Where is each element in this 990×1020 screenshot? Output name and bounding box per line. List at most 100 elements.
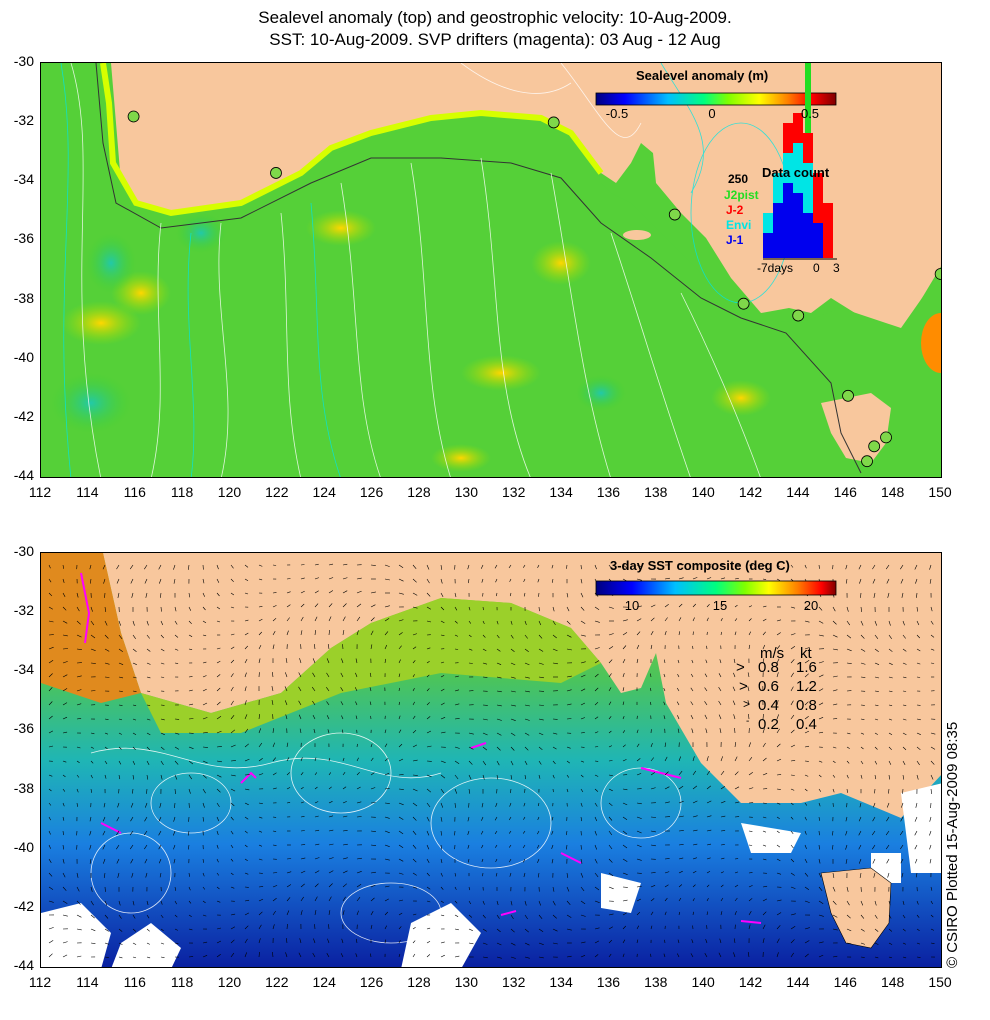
velocity-arrow bbox=[173, 578, 176, 584]
velocity-arrow bbox=[650, 885, 656, 888]
velocity-arrow bbox=[230, 788, 236, 792]
velocity-arrow bbox=[510, 774, 512, 780]
velocity-arrow bbox=[117, 802, 120, 808]
velocity-arrow bbox=[188, 648, 193, 650]
velocity-arrow bbox=[104, 900, 108, 906]
velocity-arrow bbox=[538, 648, 544, 652]
top-x-tick-label: 124 bbox=[312, 484, 336, 500]
velocity-arrow bbox=[398, 645, 402, 650]
velocity-arrow bbox=[48, 606, 53, 610]
velocity-arrow bbox=[846, 760, 850, 764]
velocity-arrow bbox=[508, 816, 512, 821]
velocity-arrow bbox=[804, 940, 810, 944]
velocity-arrow bbox=[845, 816, 848, 822]
velocity-arrow bbox=[496, 662, 502, 665]
velocity-arrow bbox=[733, 952, 736, 958]
velocity-arrow bbox=[580, 802, 583, 807]
velocity-arrow bbox=[216, 774, 222, 778]
velocity-arrow bbox=[874, 900, 877, 906]
velocity-arrow bbox=[718, 687, 722, 692]
velocity-arrow bbox=[132, 956, 137, 959]
velocity-arrow bbox=[370, 787, 376, 790]
velocity-arrow bbox=[678, 870, 683, 874]
velocity-arrow bbox=[118, 900, 121, 906]
velocity-arrow bbox=[902, 690, 907, 692]
velocity-arrow bbox=[480, 830, 484, 835]
velocity-arrow bbox=[790, 564, 794, 568]
velocity-arrow bbox=[356, 883, 362, 888]
velocity-arrow bbox=[158, 564, 162, 570]
velocity-arrow bbox=[216, 674, 221, 678]
velocity-arrow bbox=[440, 830, 442, 836]
velocity-arrow bbox=[608, 687, 612, 692]
velocity-arrow bbox=[508, 564, 512, 569]
velocity-arrow bbox=[146, 900, 149, 906]
velocity-arrow bbox=[144, 816, 148, 822]
velocity-arrow bbox=[90, 914, 95, 919]
velocity-arrow bbox=[384, 898, 389, 902]
velocity-arrow bbox=[664, 897, 668, 902]
velocity-arrow bbox=[622, 939, 626, 944]
velocity-arrow bbox=[818, 688, 824, 692]
velocity-arrow bbox=[888, 732, 893, 736]
velocity-arrow bbox=[356, 938, 358, 944]
velocity-arrow bbox=[734, 771, 739, 776]
velocity-arrow bbox=[496, 900, 499, 906]
velocity-arrow bbox=[762, 728, 765, 734]
velocity-arrow bbox=[818, 858, 821, 864]
velocity-arrow bbox=[678, 800, 684, 804]
velocity-arrow bbox=[117, 872, 120, 878]
velocity-arrow bbox=[440, 731, 446, 734]
velocity-arrow bbox=[328, 616, 332, 622]
series-envi-label: Envi bbox=[726, 218, 752, 232]
velocity-arrow bbox=[776, 788, 781, 790]
velocity-arrow bbox=[915, 872, 918, 878]
velocity-arrow bbox=[130, 858, 134, 864]
velocity-arrow bbox=[748, 830, 753, 832]
velocity-arrow bbox=[860, 634, 865, 639]
velocity-arrow bbox=[160, 746, 165, 751]
velocity-arrow bbox=[258, 618, 263, 622]
velocity-arrow bbox=[341, 658, 344, 664]
velocity-arrow bbox=[314, 857, 320, 860]
velocity-arrow bbox=[664, 742, 667, 748]
velocity-arrow bbox=[355, 658, 358, 664]
velocity-arrow bbox=[398, 844, 404, 849]
velocity-arrow bbox=[258, 631, 263, 636]
velocity-arrow bbox=[860, 746, 864, 750]
velocity-arrow bbox=[48, 745, 54, 748]
velocity-arrow bbox=[202, 702, 208, 706]
velocity-arrow bbox=[832, 774, 836, 778]
tide-gauge-marker bbox=[792, 309, 805, 322]
velocity-arrow bbox=[312, 714, 316, 720]
velocity-arrow bbox=[900, 578, 904, 584]
velocity-arrow bbox=[356, 897, 361, 902]
velocity-arrow bbox=[636, 758, 641, 762]
velocity-arrow bbox=[468, 900, 472, 905]
velocity-arrow bbox=[622, 872, 628, 875]
velocity-arrow bbox=[580, 564, 582, 570]
velocity-legend-kt-3: 0.8 bbox=[796, 697, 817, 714]
velocity-arrow bbox=[216, 858, 219, 863]
velocity-arrow bbox=[300, 830, 305, 832]
velocity-arrow bbox=[818, 620, 824, 624]
velocity-arrow bbox=[89, 844, 92, 850]
velocity-arrow bbox=[230, 844, 234, 849]
velocity-arrow bbox=[580, 872, 584, 878]
velocity-arrow bbox=[650, 757, 655, 762]
velocity-arrow bbox=[790, 714, 795, 720]
velocity-arrow bbox=[76, 788, 79, 793]
velocity-arrow bbox=[202, 717, 208, 720]
velocity-arrows bbox=[48, 563, 936, 959]
velocity-arrow bbox=[692, 563, 698, 566]
velocity-arrow bbox=[677, 659, 680, 664]
velocity-arrow bbox=[468, 928, 473, 931]
velocity-arrow bbox=[678, 785, 684, 790]
velocity-arrow bbox=[117, 592, 120, 598]
velocity-arrow bbox=[704, 714, 708, 720]
velocity-arrow bbox=[720, 785, 726, 790]
velocity-arrow bbox=[104, 942, 109, 945]
velocity-arrow bbox=[298, 700, 302, 706]
top-x-tick-label: 136 bbox=[596, 484, 621, 500]
velocity-arrow bbox=[566, 703, 572, 706]
